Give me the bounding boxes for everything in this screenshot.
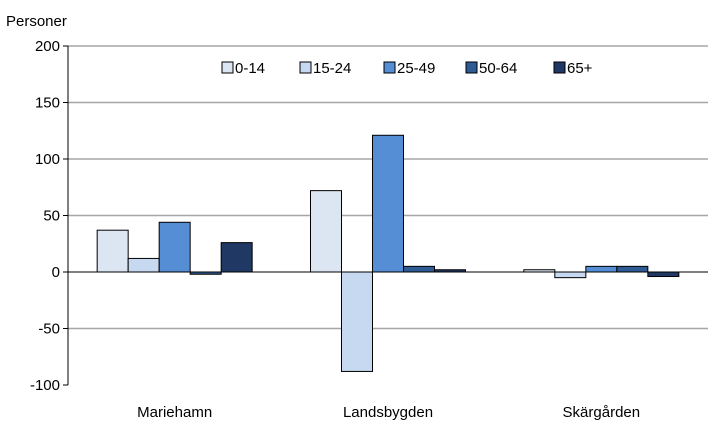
legend-label: 65+	[567, 60, 593, 77]
y-tick-label: 0	[52, 264, 60, 281]
bar-65+-Mariehamn	[220, 242, 253, 273]
axes	[63, 45, 708, 386]
bar-15-24-Skärgården	[554, 271, 587, 279]
bar-0-14-Mariehamn	[96, 229, 129, 273]
y-tick-label: 200	[35, 38, 60, 55]
category-label: Landsbygden	[343, 404, 433, 421]
bar-50-64-Skärgården	[616, 265, 649, 273]
bars	[96, 134, 680, 372]
legend-swatch	[221, 61, 234, 74]
bar-25-49-Mariehamn	[158, 221, 191, 273]
category-label: Skärgården	[563, 404, 641, 421]
y-tick-label: 50	[43, 208, 60, 225]
bar-25-49-Skärgården	[585, 265, 618, 273]
y-tick-labels: 200 150 100 50 0 -50 -100	[30, 38, 60, 394]
bar-0-14-Landsbygden	[310, 190, 342, 273]
bar-65+-Skärgården	[647, 271, 680, 278]
y-tick-label: 150	[35, 95, 60, 112]
legend-label: 15-24	[313, 60, 351, 77]
bar-50-64-Landsbygden	[403, 265, 435, 273]
legend-swatch	[383, 61, 396, 74]
legend-label: 0-14	[235, 60, 265, 77]
bar-15-24-Landsbygden	[341, 271, 373, 372]
bar-15-24-Mariehamn	[127, 257, 160, 273]
legend-label: 25-49	[397, 60, 435, 77]
legend-swatch	[299, 61, 312, 74]
y-tick-label: 100	[35, 151, 60, 168]
y-axis-label: Personer	[6, 13, 67, 30]
y-tick-label: -50	[38, 321, 60, 338]
bar-25-49-Landsbygden	[372, 134, 404, 273]
legend-swatch	[465, 61, 478, 74]
legend-swatch	[553, 61, 566, 74]
legend-label: 50-64	[479, 60, 517, 77]
y-tick-label: -100	[30, 377, 60, 394]
legend: 0-14 15-24 25-49 50-64 65+	[221, 60, 593, 77]
category-labels: Mariehamn Landsbygden Skärgården	[137, 404, 640, 421]
category-label: Mariehamn	[137, 404, 212, 421]
